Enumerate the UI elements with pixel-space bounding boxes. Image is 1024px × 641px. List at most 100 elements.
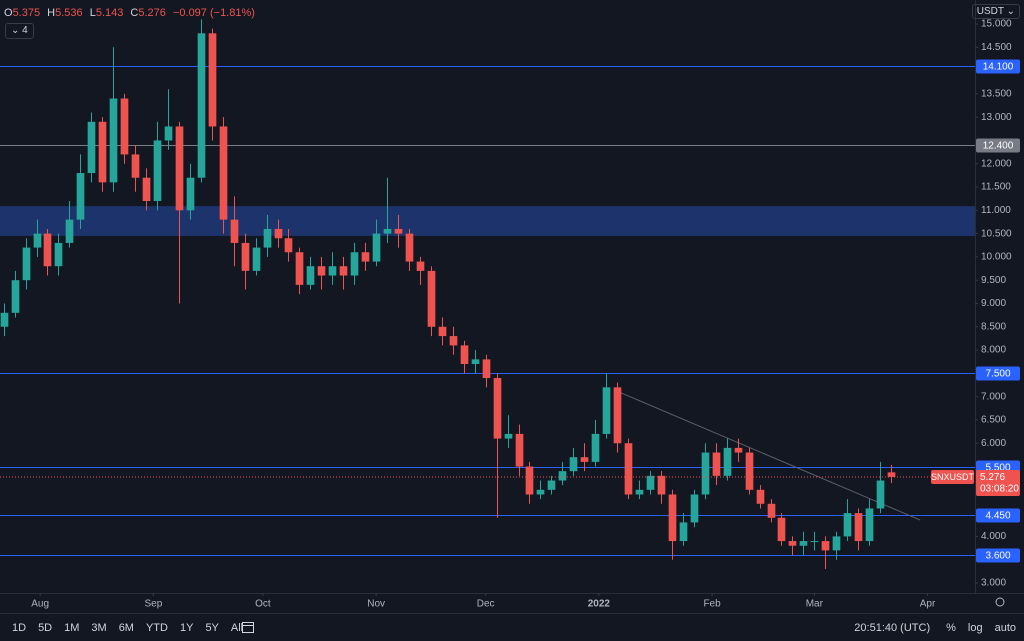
currency: USDT	[976, 6, 1004, 17]
candle-body	[854, 513, 863, 542]
candle-body	[843, 513, 852, 537]
y-tick-label: 10.500	[981, 228, 1012, 239]
level-label: 4.450	[985, 511, 1010, 522]
level-label: 5.500	[985, 463, 1010, 474]
candle-body	[777, 517, 786, 542]
range-button[interactable]: 5Y	[205, 621, 219, 634]
range-button[interactable]: 6M	[118, 621, 134, 634]
candle-body	[0, 312, 9, 327]
candle-body	[646, 475, 655, 490]
candle-body	[306, 266, 315, 285]
candle-body	[624, 443, 633, 495]
auto-toggle[interactable]: auto	[994, 621, 1016, 634]
settings-icon[interactable]	[995, 597, 1005, 607]
candle-body	[263, 228, 272, 248]
candle-body	[547, 480, 556, 490]
y-tick-label: 11.500	[981, 182, 1011, 193]
candle-body	[580, 457, 589, 462]
y-tick-label: 3.000	[981, 578, 1006, 589]
y-tick-label: 4.000	[981, 531, 1006, 542]
range-button[interactable]: YTD	[145, 621, 168, 634]
x-tick-label: Apr	[920, 599, 936, 610]
date-range-icon[interactable]	[241, 620, 255, 634]
range-button[interactable]: 1M	[64, 621, 80, 634]
bottom-toolbar: 1D 5D 1M 3M 6M YTD 1Y 5Y All 20:51:40 (UTC) % lo…	[0, 613, 1024, 641]
percent-toggle[interactable]: %	[946, 621, 956, 634]
candle-body	[394, 228, 403, 234]
candle-body	[832, 536, 841, 551]
candle-body	[493, 378, 502, 439]
level-label-bg	[976, 138, 1020, 153]
candle-body	[591, 433, 600, 462]
ohlc-value: 5.276	[138, 7, 166, 19]
candle-body	[701, 452, 710, 495]
candle-body	[723, 447, 732, 476]
clock[interactable]: 20:51:40 (UTC)	[854, 621, 931, 634]
level-label: 3.600	[985, 551, 1010, 562]
candle-body	[142, 177, 151, 202]
level-label: 14.100	[983, 62, 1014, 73]
currency-select[interactable]: USDT ⌄	[971, 4, 1020, 19]
candle-body	[690, 494, 699, 523]
candle-body	[788, 541, 797, 546]
candle-body	[876, 480, 885, 509]
candle-body	[219, 126, 228, 220]
candle-body	[712, 452, 721, 476]
candle-body	[613, 387, 622, 444]
x-tick-label: 2022	[588, 599, 611, 610]
candle-body	[799, 541, 808, 546]
candle-body	[602, 387, 611, 434]
ohlc-value: 5.375	[12, 7, 41, 19]
candle-body	[252, 247, 261, 271]
y-tick-label: 10.000	[981, 252, 1012, 263]
candle-body	[383, 228, 392, 234]
range-button[interactable]: 1D	[12, 621, 27, 634]
range-button[interactable]: 3M	[91, 621, 107, 634]
candle-body	[569, 457, 578, 472]
toolbar-right: 20:51:40 (UTC) % log auto	[842, 614, 1016, 641]
level-label-bg	[976, 366, 1020, 381]
indicator-toggle[interactable]: ⌄ 4	[5, 23, 34, 39]
last-price-bg	[976, 469, 1020, 496]
range-button[interactable]: All	[230, 621, 244, 634]
candle-body	[734, 447, 743, 453]
candle-body	[471, 359, 480, 365]
candle-body	[284, 238, 293, 253]
candle-body	[515, 433, 524, 467]
y-tick-label: 8.500	[981, 321, 1006, 332]
candle-body	[87, 121, 96, 174]
y-tick-label: 12.000	[981, 158, 1012, 169]
range-button[interactable]: 1Y	[179, 621, 194, 634]
y-tick-label: 9.500	[981, 275, 1006, 286]
range-button[interactable]: 5D	[38, 621, 53, 634]
y-tick-label: 13.000	[981, 112, 1012, 123]
log-toggle[interactable]: log	[967, 621, 983, 634]
y-tick-label: 7.000	[981, 391, 1006, 402]
ohlc-key: O	[4, 7, 13, 19]
candle-body	[756, 489, 765, 504]
ohlc-legend: O5.375 H5.536 L5.143 C5.276 −0.097 (−1.8…	[4, 7, 259, 19]
y-tick-label: 11.000	[981, 205, 1011, 216]
candle-body	[164, 126, 173, 141]
x-tick-label: Feb	[703, 599, 721, 610]
candle-body	[317, 266, 326, 276]
candle-body	[657, 475, 666, 495]
candle-body	[767, 503, 776, 518]
candle-body	[241, 242, 250, 271]
candle-body	[810, 541, 819, 543]
x-tick-label: Dec	[477, 599, 495, 610]
candle-body	[350, 252, 359, 276]
candle-body	[109, 98, 118, 183]
candle-body	[438, 326, 447, 337]
candle-body	[131, 154, 140, 178]
candle-body	[449, 336, 458, 346]
symbol-label-bg	[931, 469, 974, 484]
trendline	[613, 389, 921, 521]
candle-body	[865, 508, 874, 542]
candle-body	[504, 433, 513, 439]
indicator-count: 4	[22, 25, 28, 36]
candle-body	[274, 228, 283, 239]
y-tick-label: 6.000	[981, 438, 1006, 449]
